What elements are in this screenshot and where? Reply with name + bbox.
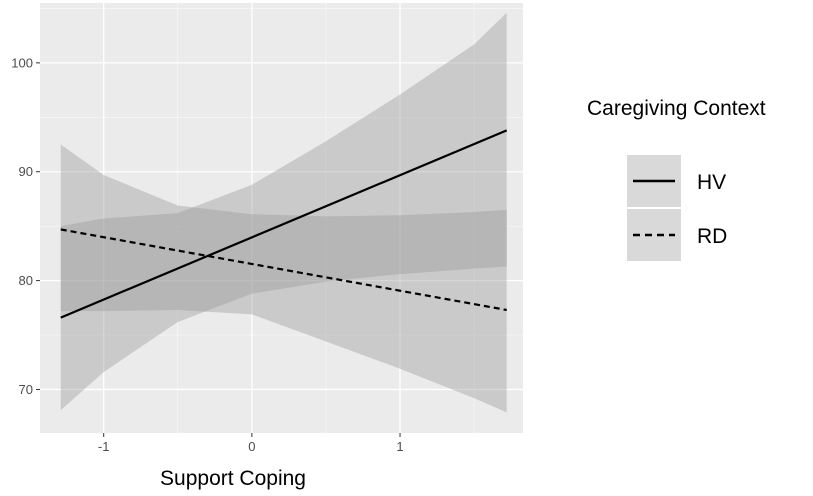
major-gridlines (40, 3, 523, 433)
y-tick-label: 90 (19, 164, 33, 179)
y-tick-label: 80 (19, 273, 33, 288)
x-tick-label: 1 (396, 439, 403, 454)
legend-keys: HV RD (627, 155, 727, 261)
legend: Caregiving Context HV RD (587, 97, 766, 261)
plot-panel (40, 3, 523, 433)
x-tick-label: -1 (98, 439, 110, 454)
line-rd (60, 228, 507, 312)
x-axis: -1 0 1 (98, 433, 404, 454)
confidence-bands (60, 12, 507, 413)
x-axis-title: Support Coping (160, 467, 306, 490)
confidence-band-rd (60, 144, 507, 413)
minor-gridlines (40, 3, 523, 433)
confidence-band-hv (60, 12, 507, 411)
y-axis: 70 80 90 100 (11, 55, 40, 397)
legend-label-rd: RD (697, 225, 727, 248)
regression-lines (60, 129, 508, 319)
y-tick-label: 100 (11, 55, 33, 70)
y-tick-label: 70 (19, 382, 33, 397)
line-hv (60, 129, 508, 319)
x-tick-label: 0 (248, 439, 255, 454)
legend-title: Caregiving Context (587, 97, 766, 120)
legend-label-hv: HV (697, 171, 726, 194)
